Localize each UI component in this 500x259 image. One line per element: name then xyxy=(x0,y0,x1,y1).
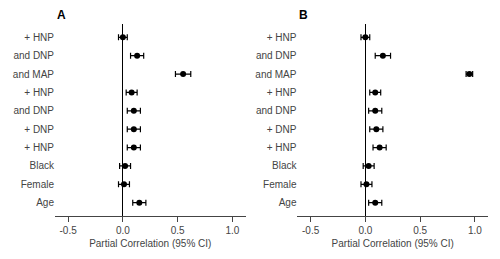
svg-text:+ HNP: + HNP xyxy=(267,32,297,43)
svg-text:+ HNP: + HNP xyxy=(24,142,54,153)
svg-text:and DNP: and DNP xyxy=(256,50,297,61)
svg-text:and DNP: and DNP xyxy=(256,105,297,116)
svg-text:+ DNP: + DNP xyxy=(267,124,297,135)
svg-text:+ HNP: + HNP xyxy=(267,87,297,98)
svg-text:and MAP: and MAP xyxy=(255,69,296,80)
svg-text:Partial Correlation (95% CI): Partial Correlation (95% CI) xyxy=(89,238,211,249)
svg-text:A: A xyxy=(57,8,66,22)
svg-text:and MAP: and MAP xyxy=(13,69,54,80)
svg-text:+ DNP: + DNP xyxy=(24,124,54,135)
svg-text:-0.5: -0.5 xyxy=(60,225,78,236)
svg-text:0.0: 0.0 xyxy=(116,225,130,236)
svg-text:0.5: 0.5 xyxy=(413,225,427,236)
svg-text:+ HNP: + HNP xyxy=(267,142,297,153)
svg-text:Female: Female xyxy=(21,179,55,190)
svg-text:-0.5: -0.5 xyxy=(302,225,320,236)
svg-text:Age: Age xyxy=(279,197,297,208)
svg-text:0.5: 0.5 xyxy=(171,225,185,236)
svg-text:Age: Age xyxy=(36,197,54,208)
svg-text:and DNP: and DNP xyxy=(13,50,54,61)
svg-text:Female: Female xyxy=(263,179,297,190)
svg-text:Black: Black xyxy=(30,160,55,171)
svg-text:Partial Correlation (95% CI): Partial Correlation (95% CI) xyxy=(332,238,454,249)
svg-text:+ HNP: + HNP xyxy=(24,32,54,43)
svg-text:0.0: 0.0 xyxy=(358,225,372,236)
svg-text:+ HNP: + HNP xyxy=(24,87,54,98)
svg-text:and DNP: and DNP xyxy=(13,105,54,116)
svg-text:B: B xyxy=(299,8,308,22)
svg-text:1.0: 1.0 xyxy=(225,225,239,236)
svg-text:Black: Black xyxy=(272,160,297,171)
svg-text:1.0: 1.0 xyxy=(468,225,482,236)
